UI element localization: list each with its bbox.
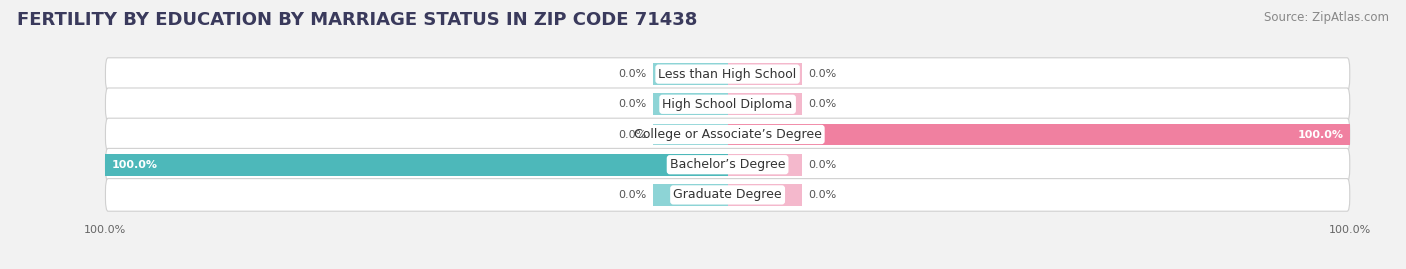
Text: 0.0%: 0.0% xyxy=(619,99,647,109)
Text: 100.0%: 100.0% xyxy=(111,160,157,170)
Text: College or Associate’s Degree: College or Associate’s Degree xyxy=(634,128,821,141)
Text: 0.0%: 0.0% xyxy=(808,69,837,79)
Bar xyxy=(105,154,728,176)
Bar xyxy=(728,184,803,206)
Bar xyxy=(728,124,1350,145)
FancyBboxPatch shape xyxy=(105,88,1350,121)
Text: 0.0%: 0.0% xyxy=(808,160,837,170)
Text: 0.0%: 0.0% xyxy=(808,190,837,200)
Text: Less than High School: Less than High School xyxy=(658,68,797,81)
FancyBboxPatch shape xyxy=(105,179,1350,211)
FancyBboxPatch shape xyxy=(105,118,1350,151)
FancyBboxPatch shape xyxy=(105,58,1350,90)
Text: Bachelor’s Degree: Bachelor’s Degree xyxy=(669,158,786,171)
Bar xyxy=(652,184,728,206)
Bar xyxy=(652,93,728,115)
Bar xyxy=(728,154,803,176)
Bar xyxy=(652,63,728,85)
Bar xyxy=(728,93,803,115)
Text: 0.0%: 0.0% xyxy=(619,190,647,200)
Bar xyxy=(728,63,803,85)
Text: 100.0%: 100.0% xyxy=(1298,129,1344,140)
FancyBboxPatch shape xyxy=(105,148,1350,181)
Text: FERTILITY BY EDUCATION BY MARRIAGE STATUS IN ZIP CODE 71438: FERTILITY BY EDUCATION BY MARRIAGE STATU… xyxy=(17,11,697,29)
Text: 0.0%: 0.0% xyxy=(619,129,647,140)
Text: 0.0%: 0.0% xyxy=(619,69,647,79)
Text: Source: ZipAtlas.com: Source: ZipAtlas.com xyxy=(1264,11,1389,24)
Text: Graduate Degree: Graduate Degree xyxy=(673,188,782,201)
Text: 0.0%: 0.0% xyxy=(808,99,837,109)
Bar xyxy=(652,124,728,145)
Text: High School Diploma: High School Diploma xyxy=(662,98,793,111)
